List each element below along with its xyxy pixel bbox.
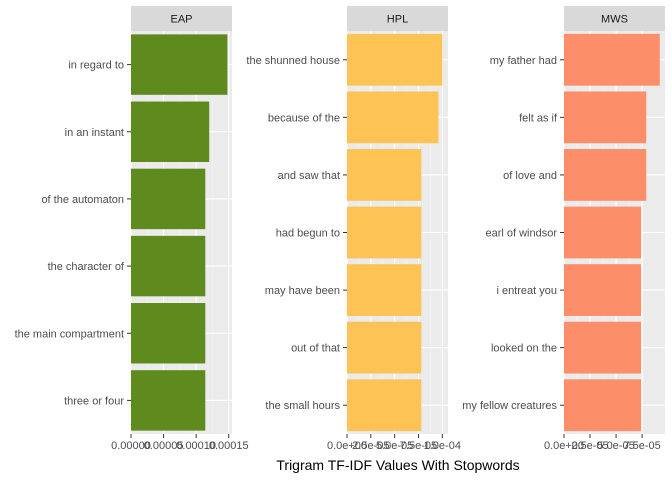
category-label: had begun to bbox=[276, 228, 340, 240]
x-tick-label: 0.0e+00 bbox=[544, 440, 584, 452]
category-label: the small hours bbox=[265, 400, 340, 412]
bar bbox=[347, 149, 422, 201]
category-label: because of the bbox=[268, 112, 340, 124]
facet-strip-label: EAP bbox=[170, 14, 192, 26]
facet-strip bbox=[347, 6, 448, 31]
bar bbox=[131, 34, 228, 95]
bar bbox=[564, 379, 642, 432]
category-label: my fellow creatures bbox=[462, 400, 557, 412]
category-label: in an instant bbox=[65, 127, 124, 139]
category-label: may have been bbox=[265, 285, 340, 297]
category-label: looked on the bbox=[491, 343, 557, 355]
x-axis-title: Trigram TF-IDF Values With Stopwords bbox=[276, 457, 519, 473]
bar bbox=[131, 235, 206, 297]
x-tick-label: 0.00000 bbox=[111, 440, 151, 452]
bar bbox=[564, 149, 647, 201]
x-tick-label: 0.0e+00 bbox=[327, 440, 367, 452]
x-tick-label: 7.5e-05 bbox=[623, 440, 660, 452]
category-label: out of that bbox=[291, 343, 340, 355]
category-label: felt as if bbox=[519, 112, 558, 124]
bar bbox=[564, 91, 647, 144]
facet-mws: MWS my father had felt as if of love and ear… bbox=[462, 6, 665, 452]
bar bbox=[347, 206, 422, 259]
bar bbox=[347, 91, 439, 144]
bar bbox=[131, 303, 206, 364]
x-tick-label: 5.0e-05 bbox=[376, 440, 413, 452]
category-label: of love and bbox=[503, 170, 557, 182]
x-tick-label: 7.5e-05 bbox=[400, 440, 437, 452]
category-label: of the automaton bbox=[41, 194, 124, 206]
bar bbox=[347, 33, 443, 86]
bar bbox=[131, 370, 206, 431]
category-label: the shunned house bbox=[246, 55, 340, 67]
x-tick-label: 1.0e-04 bbox=[424, 440, 461, 452]
bar bbox=[564, 264, 642, 316]
panel-background bbox=[131, 31, 232, 434]
category-label: earl of windsor bbox=[485, 228, 557, 240]
bar bbox=[131, 101, 210, 162]
category-label: my father had bbox=[490, 55, 557, 67]
bar bbox=[347, 321, 422, 374]
facet-eap: EAP in regard to in an instant of the autom… bbox=[15, 6, 249, 452]
x-tick-label: 0.00010 bbox=[176, 440, 216, 452]
category-label: the character of bbox=[48, 261, 125, 273]
x-tick-label: 5.0e-05 bbox=[597, 440, 634, 452]
bar bbox=[564, 321, 642, 374]
category-label: the main compartment bbox=[15, 328, 124, 340]
bar bbox=[564, 206, 642, 259]
x-tick-label: 2.5e-05 bbox=[352, 440, 389, 452]
bar bbox=[347, 379, 422, 432]
facet-strip bbox=[131, 6, 232, 31]
category-label: i entreat you bbox=[496, 285, 557, 297]
category-label: three or four bbox=[64, 395, 124, 407]
bar bbox=[131, 168, 206, 230]
facet-hpl: HPL the shunned house because of the and sa… bbox=[246, 6, 461, 452]
x-tick-label: 2.5e-05 bbox=[571, 440, 608, 452]
facet-strip bbox=[564, 6, 665, 31]
facet-strip-label: HPL bbox=[387, 14, 408, 26]
x-tick-label: 0.00015 bbox=[209, 440, 249, 452]
x-tick-label: 0.00005 bbox=[144, 440, 184, 452]
facet-strip-label: MWS bbox=[601, 14, 628, 26]
category-label: in regard to bbox=[68, 60, 124, 72]
category-label: and saw that bbox=[278, 170, 340, 182]
bar bbox=[347, 264, 422, 316]
bar bbox=[564, 33, 660, 86]
